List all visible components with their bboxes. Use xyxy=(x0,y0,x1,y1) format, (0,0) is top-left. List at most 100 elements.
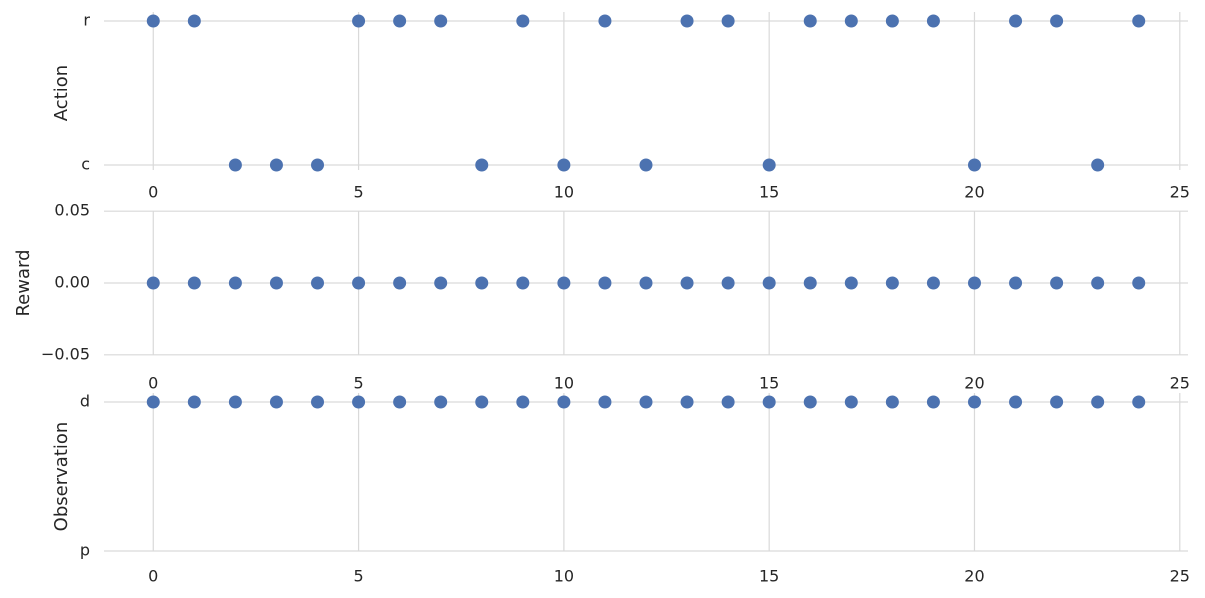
point xyxy=(1132,276,1146,290)
point xyxy=(352,276,366,290)
y-axis-label: Action xyxy=(51,65,72,121)
point xyxy=(1050,14,1064,28)
point xyxy=(598,395,612,409)
x-tick-label: 25 xyxy=(1170,567,1190,586)
x-tick-label: 15 xyxy=(759,183,779,202)
point xyxy=(516,14,530,28)
point xyxy=(844,395,858,409)
point xyxy=(393,14,407,28)
x-tick-label: 10 xyxy=(554,183,574,202)
point xyxy=(803,14,817,28)
point xyxy=(393,276,407,290)
x-tick-label: 25 xyxy=(1170,183,1190,202)
point xyxy=(762,158,776,172)
x-tick-label: 0 xyxy=(148,183,158,202)
point xyxy=(639,158,653,172)
point xyxy=(967,158,981,172)
point xyxy=(557,276,571,290)
point xyxy=(311,158,325,172)
point xyxy=(187,395,201,409)
y-tick-label: 0.05 xyxy=(54,201,90,220)
y-axis-label: Observation xyxy=(51,422,72,532)
point xyxy=(844,276,858,290)
x-tick-label: 5 xyxy=(353,567,363,586)
point xyxy=(1009,14,1023,28)
point xyxy=(516,395,530,409)
point xyxy=(311,395,325,409)
point xyxy=(557,395,571,409)
point xyxy=(434,14,448,28)
point xyxy=(187,276,201,290)
x-tick-label: 20 xyxy=(964,567,984,586)
point xyxy=(1091,276,1105,290)
point xyxy=(680,395,694,409)
point xyxy=(434,276,448,290)
x-tick-label: 0 xyxy=(148,567,158,586)
x-tick-label: 5 xyxy=(353,183,363,202)
x-tick-label: 0 xyxy=(148,374,158,393)
point xyxy=(146,276,160,290)
y-tick-label: −0.05 xyxy=(41,344,90,363)
point xyxy=(680,276,694,290)
x-tick-label: 20 xyxy=(964,183,984,202)
point xyxy=(885,395,899,409)
point xyxy=(721,14,735,28)
point xyxy=(228,276,242,290)
x-tick-label: 5 xyxy=(353,374,363,393)
point xyxy=(721,395,735,409)
point xyxy=(269,276,283,290)
point xyxy=(1091,158,1105,172)
x-tick-label: 10 xyxy=(554,567,574,586)
y-axis-label: Reward xyxy=(13,249,34,316)
x-tick-label: 25 xyxy=(1170,374,1190,393)
point xyxy=(228,395,242,409)
point xyxy=(762,276,776,290)
point xyxy=(475,395,489,409)
point xyxy=(557,158,571,172)
point xyxy=(475,276,489,290)
point xyxy=(516,276,530,290)
point xyxy=(885,276,899,290)
x-tick-label: 20 xyxy=(964,374,984,393)
point xyxy=(434,395,448,409)
point xyxy=(967,395,981,409)
point xyxy=(1132,14,1146,28)
point xyxy=(1050,395,1064,409)
point xyxy=(393,395,407,409)
point xyxy=(269,158,283,172)
x-tick-label: 10 xyxy=(554,374,574,393)
y-tick-label: r xyxy=(83,11,90,30)
point xyxy=(352,14,366,28)
point xyxy=(1050,276,1064,290)
point xyxy=(311,276,325,290)
point xyxy=(1009,395,1023,409)
point xyxy=(1132,395,1146,409)
point xyxy=(885,14,899,28)
point xyxy=(721,276,735,290)
x-tick-label: 15 xyxy=(759,374,779,393)
point xyxy=(762,395,776,409)
point xyxy=(146,395,160,409)
point xyxy=(844,14,858,28)
point xyxy=(269,395,283,409)
point xyxy=(598,14,612,28)
point xyxy=(146,14,160,28)
point xyxy=(639,395,653,409)
point xyxy=(1091,395,1105,409)
point xyxy=(639,276,653,290)
y-tick-label: d xyxy=(80,392,90,411)
y-tick-label: 0.00 xyxy=(54,273,90,292)
y-tick-label: c xyxy=(81,155,90,174)
point xyxy=(598,276,612,290)
point xyxy=(1009,276,1023,290)
y-tick-label: p xyxy=(80,541,90,560)
point xyxy=(967,276,981,290)
point xyxy=(680,14,694,28)
point xyxy=(926,14,940,28)
point xyxy=(926,395,940,409)
point xyxy=(803,395,817,409)
point xyxy=(228,158,242,172)
point xyxy=(352,395,366,409)
x-tick-label: 15 xyxy=(759,567,779,586)
